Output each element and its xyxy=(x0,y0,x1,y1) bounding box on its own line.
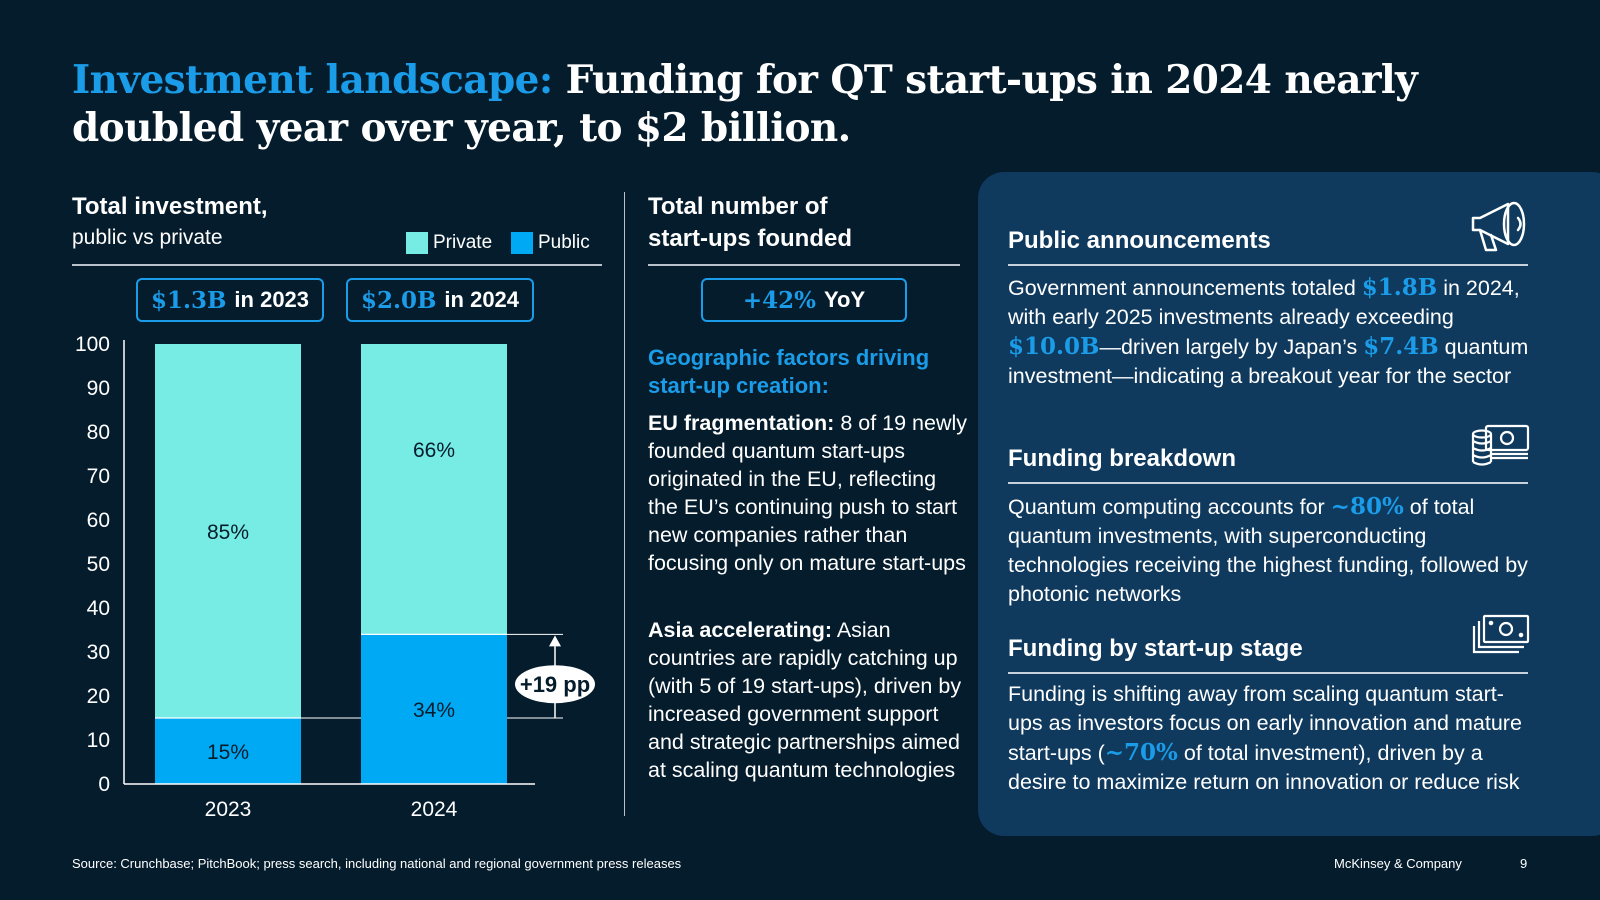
eu-bold: EU fragmentation: xyxy=(648,411,835,435)
y-tick-label: 60 xyxy=(87,509,110,532)
y-tick-label: 10 xyxy=(87,729,110,752)
left-section-subtitle: public vs private xyxy=(72,226,223,249)
s3-value-1: ~70% xyxy=(1104,739,1178,766)
geo-heading: Geographic factors driving start-up crea… xyxy=(648,345,930,398)
page-title: Investment landscape: Funding for QT sta… xyxy=(72,56,1512,152)
s1-text-2: in 2024, with early 2025 investments alr… xyxy=(1008,276,1520,329)
y-tick-label: 90 xyxy=(87,377,110,400)
asia-paragraph: Asia accelerating: Asian countries are r… xyxy=(648,616,968,784)
legend-private-swatch xyxy=(406,232,428,254)
legend-public: Public xyxy=(511,232,590,254)
callout-2024-value: $2.0B xyxy=(360,286,437,314)
page-number: 9 xyxy=(1520,856,1528,871)
public-announcements-rule xyxy=(1008,264,1528,266)
bar-private-2023 xyxy=(155,344,301,718)
callout-2023-label: in 2023 xyxy=(234,287,310,312)
data-label-private-2023: 85% xyxy=(207,521,249,544)
yoy-callout: +42% YoY xyxy=(701,278,907,322)
bar-public-2023 xyxy=(155,718,301,784)
yoy-value: +42% xyxy=(742,286,816,314)
x-tick-label-2023: 2023 xyxy=(205,798,252,821)
delta-label: +19 pp xyxy=(520,672,590,697)
y-tick-label: 70 xyxy=(87,465,110,488)
funding-stage-rule xyxy=(1008,672,1528,674)
stacked-bar-chart: 0 10 20 30 40 50 60 70 80 90 100 15% 85% 2023 34% 66% 20… xyxy=(75,333,595,821)
s2-value-1: ~80% xyxy=(1330,493,1404,520)
data-label-public-2024: 34% xyxy=(413,699,455,722)
panel-divider xyxy=(624,192,625,816)
callout-2024: $2.0B in 2024 xyxy=(346,278,534,322)
funding-stage-text: Funding is shifting away from scaling qu… xyxy=(1008,680,1538,797)
public-announcements-text: Government announcements totaled $1.8B i… xyxy=(1008,273,1538,391)
s3-text-2: of total investment), driven by a desire… xyxy=(1008,741,1520,794)
left-title-rule xyxy=(72,264,602,266)
y-tick-label: 100 xyxy=(75,333,110,356)
source-note: Source: Crunchbase; PitchBook; press sea… xyxy=(72,856,682,871)
asia-bold: Asia accelerating: xyxy=(648,618,833,642)
insights-panel xyxy=(978,172,1600,836)
s1-text-3: —driven largely by Japan’s xyxy=(1099,335,1364,359)
legend-private-label: Private xyxy=(433,232,493,253)
s2-text-2: of total quantum investments, with super… xyxy=(1008,495,1528,606)
money-stack-icon xyxy=(1471,424,1530,466)
delta-badge xyxy=(515,665,595,704)
eu-text: 8 of 19 newly founded quantum start-ups … xyxy=(648,411,968,575)
s1-value-2: $10.0B xyxy=(1008,333,1100,360)
public-announcements-title: Public announcements xyxy=(1008,227,1271,254)
funding-stage-title: Funding by start-up stage xyxy=(1008,635,1303,662)
asia-text: Asian countries are rapidly catching up … xyxy=(648,618,962,782)
title-rest: Funding for QT start-ups in 2024 nearly … xyxy=(72,57,1418,151)
funding-breakdown-title: Funding breakdown xyxy=(1008,445,1236,472)
s1-text-4: quantum investment—indicating a breakout… xyxy=(1008,335,1529,388)
y-tick-label: 0 xyxy=(98,773,110,796)
middle-title-line1: Total number of xyxy=(648,193,828,220)
left-section-title: Total investment, xyxy=(72,193,268,220)
legend-private: Private xyxy=(406,232,492,254)
middle-title-line2: start-ups founded xyxy=(648,225,852,252)
y-tick-label: 50 xyxy=(87,553,110,576)
legend-public-label: Public xyxy=(538,232,590,253)
y-tick-label: 40 xyxy=(87,597,110,620)
title-highlight: Investment landscape: xyxy=(72,57,553,103)
data-label-private-2024: 66% xyxy=(413,439,455,462)
yoy-label: YoY xyxy=(823,287,866,312)
callout-2023-value: $1.3B xyxy=(150,286,227,314)
s1-text-1: Government announcements totaled xyxy=(1008,276,1362,300)
brand-footer: McKinsey & Company xyxy=(1334,856,1462,871)
middle-title-rule xyxy=(648,264,960,266)
eu-paragraph: EU fragmentation: 8 of 19 newly founded … xyxy=(648,409,968,577)
delta-arrow-head xyxy=(549,635,561,647)
s1-value-1: $1.8B xyxy=(1361,274,1438,301)
funding-breakdown-rule xyxy=(1008,482,1528,484)
bar-public-2024 xyxy=(361,634,507,784)
s1-value-3: $7.4B xyxy=(1363,333,1439,360)
y-tick-label: 20 xyxy=(87,685,110,708)
legend-public-swatch xyxy=(511,232,533,254)
s2-text-1: Quantum computing accounts for xyxy=(1008,495,1331,519)
callout-2024-label: in 2024 xyxy=(444,287,520,312)
s3-text-1: Funding is shifting away from scaling qu… xyxy=(1008,682,1522,765)
bar-private-2024 xyxy=(361,344,507,635)
y-tick-label: 80 xyxy=(87,421,110,444)
y-tick-label: 30 xyxy=(87,641,110,664)
x-tick-label-2024: 2024 xyxy=(411,798,458,821)
megaphone-icon xyxy=(1471,201,1526,252)
banknotes-icon xyxy=(1472,614,1530,654)
callout-2023: $1.3B in 2023 xyxy=(136,278,324,322)
funding-breakdown-text: Quantum computing accounts for ~80% of t… xyxy=(1008,492,1538,609)
data-label-public-2023: 15% xyxy=(207,741,249,764)
